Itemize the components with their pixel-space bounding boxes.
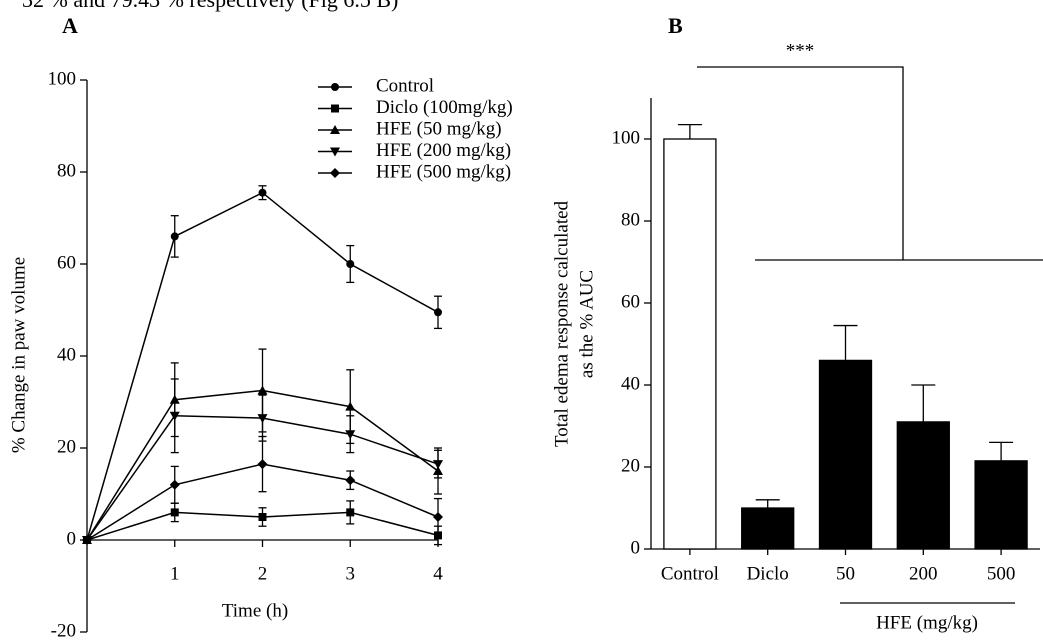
y-tick-label: 100 [612, 127, 641, 148]
x-axis-title: Time (h) [222, 600, 288, 621]
legend-marker [331, 105, 339, 113]
y-axis-title: % Change in paw volume [8, 257, 29, 453]
marker [345, 475, 355, 485]
x-tick-label: 200 [909, 563, 938, 584]
y-tick-label: 0 [631, 537, 641, 558]
marker [171, 232, 179, 240]
legend-marker [331, 83, 339, 91]
y-tick-label: -20 [51, 620, 76, 640]
x-tick-label: 1 [170, 563, 180, 584]
bar [897, 422, 949, 549]
marker [346, 260, 354, 268]
legend-label: HFE (200 mg/kg) [376, 140, 511, 161]
marker [258, 386, 268, 395]
marker [259, 513, 267, 521]
y-tick-label: 20 [57, 436, 76, 457]
bar [664, 139, 716, 549]
y-axis-title: Total edema response calculated [551, 200, 572, 447]
legend-label: HFE (500 mg/kg) [376, 161, 511, 182]
marker [433, 512, 443, 522]
panel-label: A [62, 13, 78, 38]
group-label: HFE (mg/kg) [876, 612, 978, 633]
y-tick-label: 20 [621, 455, 640, 476]
legend-label: HFE (50 mg/kg) [376, 118, 502, 139]
bracket [697, 67, 903, 260]
x-tick-label: Control [661, 563, 719, 584]
bar [742, 508, 794, 549]
panel-label: B [668, 13, 683, 38]
bar [975, 461, 1027, 549]
figure: 32 % and 79.43 % respectively (Fig 6.5 B… [0, 0, 1043, 640]
x-tick-label: 500 [987, 563, 1016, 584]
marker [346, 508, 354, 516]
page-text: 32 % and 79.43 % respectively (Fig 6.5 B… [22, 0, 398, 12]
legend-label: Control [376, 75, 434, 96]
y-tick-label: 0 [67, 528, 77, 549]
marker [434, 308, 442, 316]
x-tick-label: 2 [258, 563, 268, 584]
y-tick-label: 80 [621, 209, 640, 230]
marker [170, 480, 180, 490]
y-tick-label: 80 [57, 160, 76, 181]
y-tick-label: 60 [57, 252, 76, 273]
legend-label: Diclo (100mg/kg) [376, 97, 513, 118]
x-tick-label: 3 [346, 563, 356, 584]
marker [171, 508, 179, 516]
significance: *** [786, 40, 815, 61]
y-tick-label: 40 [57, 344, 76, 365]
marker [259, 189, 267, 197]
x-tick-label: 4 [433, 563, 443, 584]
legend-marker [330, 168, 340, 178]
y-tick-label: 40 [621, 373, 640, 394]
x-tick-label: 50 [836, 563, 855, 584]
y-axis-title: as the % AUC [576, 270, 597, 378]
y-tick-label: 100 [48, 68, 77, 89]
x-tick-label: Diclo [747, 563, 789, 584]
marker [258, 459, 268, 469]
bar [820, 360, 872, 549]
y-tick-label: 60 [621, 291, 640, 312]
